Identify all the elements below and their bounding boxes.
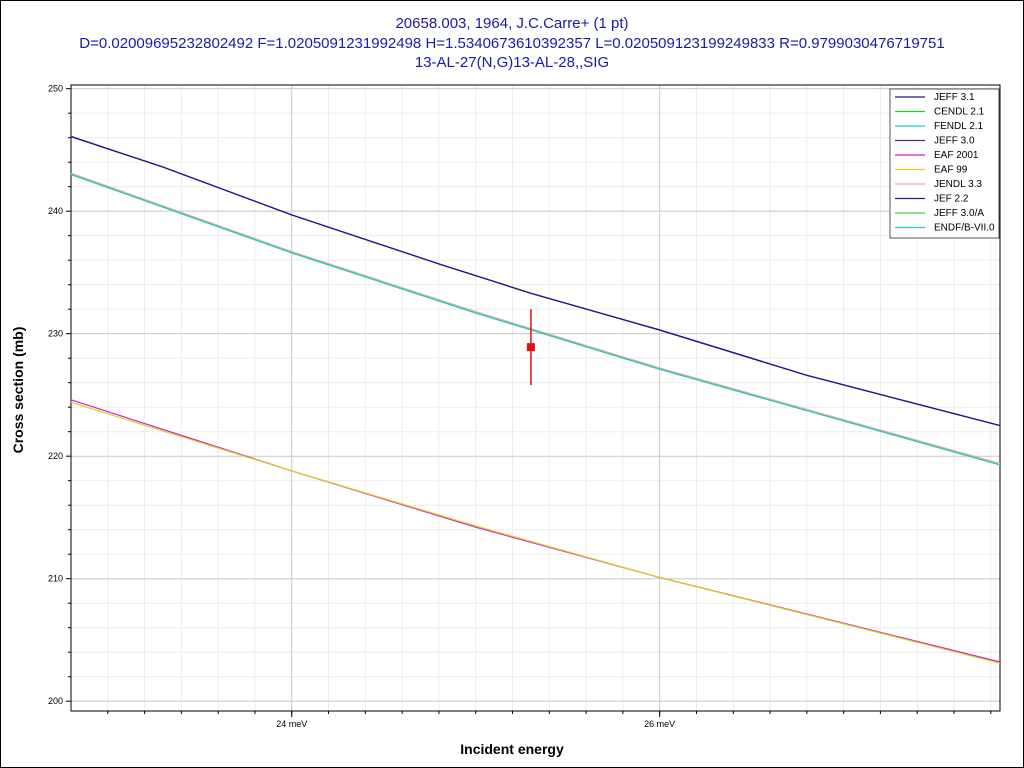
- legend-entry: JEFF 3.1: [934, 92, 975, 103]
- y-tick-label: 240: [48, 206, 63, 216]
- x-tick-label: 26 meV: [644, 719, 675, 729]
- chart-title-line-3: 13-AL-27(N,G)13-AL-28,,SIG: [414, 54, 610, 71]
- legend-entry: ENDF/B-VII.0: [934, 223, 995, 234]
- series-line-8: [70, 173, 1001, 466]
- y-axis-label: Cross section (mb): [10, 326, 26, 454]
- y-tick-label: 250: [48, 84, 63, 94]
- series-line-5: [70, 401, 1001, 664]
- series-line-7: [70, 135, 1001, 427]
- legend-entry: JEF 2.2: [934, 194, 969, 205]
- y-tick-label: 230: [48, 329, 63, 339]
- y-tick-label: 200: [48, 696, 63, 706]
- legend-entry: JENDL 3.3: [934, 179, 982, 190]
- legend-entry: EAF 99: [934, 165, 968, 176]
- plot-area: [70, 84, 1001, 712]
- data-point: [526, 343, 535, 352]
- y-tick-label: 220: [48, 451, 63, 461]
- x-axis-label: Incident energy: [460, 741, 564, 757]
- y-tick-label: 210: [48, 574, 63, 584]
- legend-entry: FENDL 2.1: [934, 121, 984, 132]
- series-line-4: [70, 399, 1001, 663]
- legend-entry: EAF 2001: [934, 150, 979, 161]
- chart-title-line-1: 20658.003, 1964, J.C.Carre+ (1 pt): [395, 15, 629, 32]
- legend-entry: JEFF 3.0/A: [934, 208, 984, 219]
- legend-entry: JEFF 3.0: [934, 136, 975, 147]
- legend-entry: CENDL 2.1: [934, 107, 985, 118]
- chart-title-line-2: D=0.02009695232802492 F=1.02050912319924…: [79, 35, 945, 52]
- x-tick-label: 24 meV: [276, 719, 307, 729]
- series-line-6: [70, 172, 1001, 465]
- series-line-1: [70, 173, 1001, 466]
- series-line-9: [70, 173, 1001, 466]
- series-line-2: [70, 173, 1001, 466]
